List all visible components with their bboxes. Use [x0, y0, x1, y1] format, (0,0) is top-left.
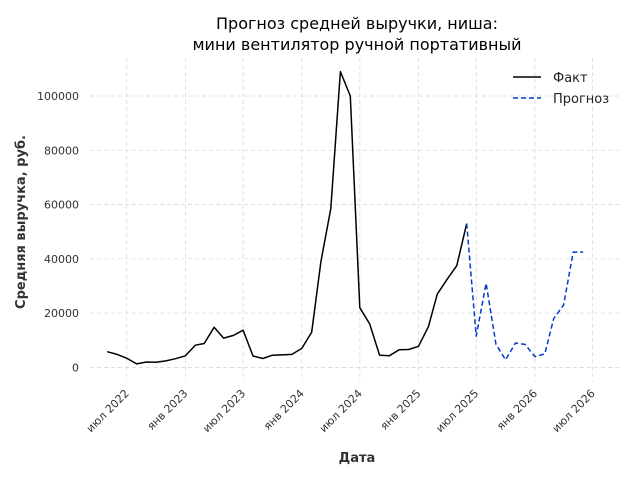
- y-tick-label: 40000: [44, 253, 79, 266]
- y-tick-label: 100000: [37, 90, 79, 103]
- x-tick-labels: июл 2022 янв 2023 июл 2023 янв 2024 июл 2024…: [84, 387, 598, 435]
- y-axis-label: Средняя выручка, руб.: [14, 135, 29, 309]
- legend: Факт Прогноз: [513, 71, 609, 107]
- series-line-fact: [107, 70, 468, 365]
- chart-title-line-2: мини вентилятор ручной портативный: [192, 35, 521, 54]
- legend-label-forecast: Прогноз: [553, 92, 609, 107]
- x-tick-label: июл 2025: [433, 387, 481, 435]
- series-lines: [107, 70, 584, 365]
- x-tick-label: янв 2025: [378, 387, 424, 433]
- x-tick-label: янв 2024: [261, 387, 307, 433]
- x-tick-label: янв 2026: [494, 387, 540, 433]
- y-tick-label: 80000: [44, 144, 79, 157]
- series-line-forecast: [465, 223, 584, 361]
- x-axis-label: Дата: [339, 451, 376, 466]
- x-tick-label: июл 2026: [550, 387, 598, 435]
- y-tick-label: 0: [72, 361, 79, 374]
- y-tick-label: 20000: [44, 307, 79, 320]
- grid-lines: [90, 58, 622, 381]
- legend-label-fact: Факт: [553, 71, 588, 86]
- y-tick-label: 60000: [44, 199, 79, 212]
- x-tick-label: июл 2024: [317, 387, 365, 435]
- x-tick-label: июл 2023: [200, 387, 248, 435]
- x-tick-label: июл 2022: [84, 387, 132, 435]
- x-tick-label: янв 2023: [145, 387, 191, 433]
- y-tick-labels: 0 20000 40000 60000 80000 100000: [37, 90, 79, 374]
- chart-title-line-1: Прогноз средней выручки, ниша:: [216, 14, 498, 33]
